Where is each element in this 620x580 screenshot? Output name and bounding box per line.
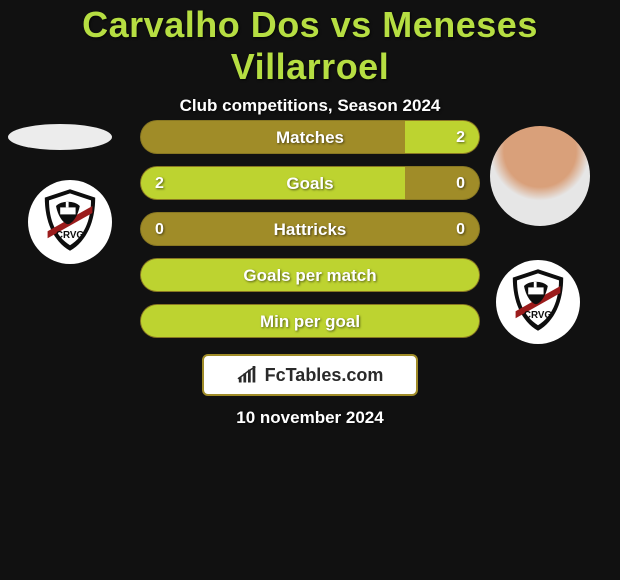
club-crest-right: CRVG — [496, 260, 580, 344]
page-title: Carvalho Dos vs Meneses Villarroel — [0, 0, 620, 88]
branding-box[interactable]: FcTables.com — [202, 354, 418, 396]
footer-date: 10 november 2024 — [0, 408, 620, 428]
branding-text: FcTables.com — [265, 365, 384, 386]
stat-row: Goals per match — [140, 258, 480, 292]
stat-label: Min per goal — [141, 305, 479, 337]
stat-value-right: 0 — [456, 213, 465, 245]
stat-label: Goals per match — [141, 259, 479, 291]
stat-row: Matches 2 — [140, 120, 480, 154]
vasco-crest-icon: CRVG — [503, 265, 573, 340]
svg-text:CRVG: CRVG — [56, 230, 85, 241]
vasco-crest-icon: CRVG — [35, 185, 105, 260]
player-right-avatar — [490, 126, 590, 226]
player-left-placeholder — [8, 124, 112, 150]
svg-text:CRVG: CRVG — [524, 310, 553, 321]
club-crest-left: CRVG — [28, 180, 112, 264]
stat-label: Goals — [141, 167, 479, 199]
stat-value-right: 2 — [456, 121, 465, 153]
stat-row: 2 Goals 0 — [140, 166, 480, 200]
stat-row: Min per goal — [140, 304, 480, 338]
stat-row: 0 Hattricks 0 — [140, 212, 480, 246]
stat-label: Hattricks — [141, 213, 479, 245]
page-subtitle: Club competitions, Season 2024 — [0, 96, 620, 116]
stat-label: Matches — [141, 121, 479, 153]
stat-value-right: 0 — [456, 167, 465, 199]
stats-table: Matches 2 2 Goals 0 0 Hattricks 0 Goals … — [140, 120, 480, 350]
bar-chart-icon — [237, 366, 259, 384]
